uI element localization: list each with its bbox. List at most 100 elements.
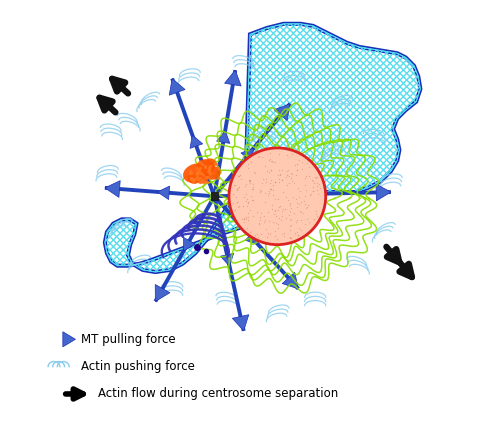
Point	[310, 187, 318, 194]
Point	[291, 230, 299, 237]
Point	[293, 228, 301, 235]
Point	[266, 186, 274, 192]
Point	[243, 203, 251, 209]
Point	[303, 160, 311, 166]
Point	[294, 201, 302, 208]
Point	[244, 165, 252, 171]
Point	[256, 230, 264, 237]
Point	[268, 187, 276, 194]
Point	[274, 196, 282, 203]
Point	[241, 183, 249, 189]
Polygon shape	[156, 293, 170, 301]
Point	[278, 213, 286, 219]
Point	[293, 167, 301, 173]
Point	[234, 203, 242, 210]
Point	[284, 196, 292, 203]
Point	[276, 203, 284, 209]
Text: Actin flow during centrosome separation: Actin flow during centrosome separation	[98, 387, 338, 400]
Point	[300, 181, 308, 188]
Point	[294, 232, 302, 239]
Polygon shape	[376, 184, 391, 201]
Polygon shape	[244, 315, 249, 331]
Point	[244, 209, 252, 216]
Polygon shape	[282, 272, 298, 289]
Point	[302, 173, 310, 179]
Point	[256, 188, 264, 195]
Point	[270, 228, 278, 235]
Point	[287, 205, 295, 211]
Point	[233, 186, 241, 192]
Point	[283, 152, 291, 159]
Point	[292, 200, 300, 206]
Point	[265, 188, 273, 195]
Point	[269, 218, 277, 225]
Text: Actin pushing force: Actin pushing force	[81, 360, 195, 373]
Point	[246, 176, 254, 183]
Point	[244, 216, 252, 223]
Point	[286, 201, 294, 208]
Point	[262, 234, 270, 241]
Point	[291, 161, 299, 168]
Point	[235, 184, 243, 190]
Point	[262, 176, 270, 182]
Polygon shape	[255, 231, 258, 244]
Point	[293, 204, 301, 211]
Point	[289, 194, 297, 201]
Polygon shape	[376, 184, 391, 192]
Point	[310, 216, 318, 222]
Point	[256, 214, 264, 220]
Point	[310, 180, 318, 187]
Point	[274, 221, 281, 227]
Polygon shape	[294, 188, 306, 201]
Point	[294, 184, 302, 191]
Polygon shape	[232, 315, 249, 331]
Point	[303, 203, 311, 210]
Point	[281, 206, 289, 213]
Point	[294, 232, 302, 238]
Point	[256, 221, 264, 227]
Point	[266, 230, 274, 237]
Point	[276, 176, 283, 183]
Point	[306, 191, 314, 198]
Point	[295, 156, 303, 163]
Polygon shape	[184, 238, 196, 251]
Point	[286, 217, 294, 224]
Point	[246, 207, 254, 214]
Point	[250, 231, 258, 238]
Point	[242, 180, 250, 187]
Point	[292, 217, 300, 224]
Point	[245, 178, 253, 184]
Point	[242, 195, 250, 202]
Point	[266, 150, 274, 157]
Point	[296, 208, 304, 214]
Point	[293, 160, 301, 167]
Point	[256, 187, 264, 193]
Polygon shape	[224, 70, 241, 86]
Point	[309, 187, 317, 194]
Ellipse shape	[183, 163, 208, 183]
Polygon shape	[184, 244, 196, 251]
Point	[266, 169, 274, 176]
Ellipse shape	[204, 158, 216, 168]
Point	[314, 191, 322, 198]
Point	[268, 202, 276, 208]
Point	[274, 171, 282, 178]
Point	[285, 172, 293, 179]
Point	[301, 220, 309, 227]
Point	[246, 178, 254, 184]
Point	[250, 168, 258, 175]
Point	[249, 197, 257, 203]
Point	[298, 208, 306, 215]
Point	[296, 225, 304, 231]
Point	[266, 186, 274, 192]
Point	[276, 203, 283, 210]
Point	[244, 200, 252, 206]
Point	[292, 219, 300, 226]
Point	[250, 169, 258, 176]
Point	[234, 185, 242, 192]
Polygon shape	[190, 135, 202, 149]
Point	[238, 175, 246, 182]
Point	[267, 185, 275, 192]
Point	[264, 167, 272, 174]
Polygon shape	[220, 253, 234, 266]
